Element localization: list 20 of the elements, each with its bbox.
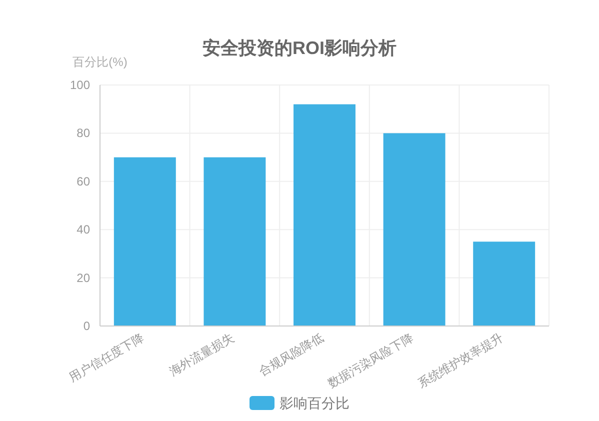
y-tick-label: 60 [76,174,90,188]
legend: 影响百分比 [250,395,350,411]
x-tick-label: 系统维护效率提升 [415,330,506,391]
x-tick-label: 用户信任度下降 [66,330,146,385]
legend-label: 影响百分比 [280,395,350,411]
bar [204,157,266,326]
y-axis-title: 百分比(%) [72,55,128,69]
x-tick-label: 海外流量损失 [166,330,236,379]
x-tick-label: 数据污染风险下降 [326,330,416,391]
x-tick-label: 合规风险降低 [256,330,326,379]
bar [383,133,446,326]
bar [294,104,356,326]
y-tick-label: 40 [76,222,90,237]
bar [114,157,176,326]
chart-title: 安全投资的ROI影响分析 [202,38,397,58]
bar [473,242,536,326]
y-tick-label: 100 [70,78,90,92]
y-tick-label: 0 [83,319,90,333]
y-tick-label: 20 [76,270,90,285]
y-tick-label: 80 [76,126,90,140]
